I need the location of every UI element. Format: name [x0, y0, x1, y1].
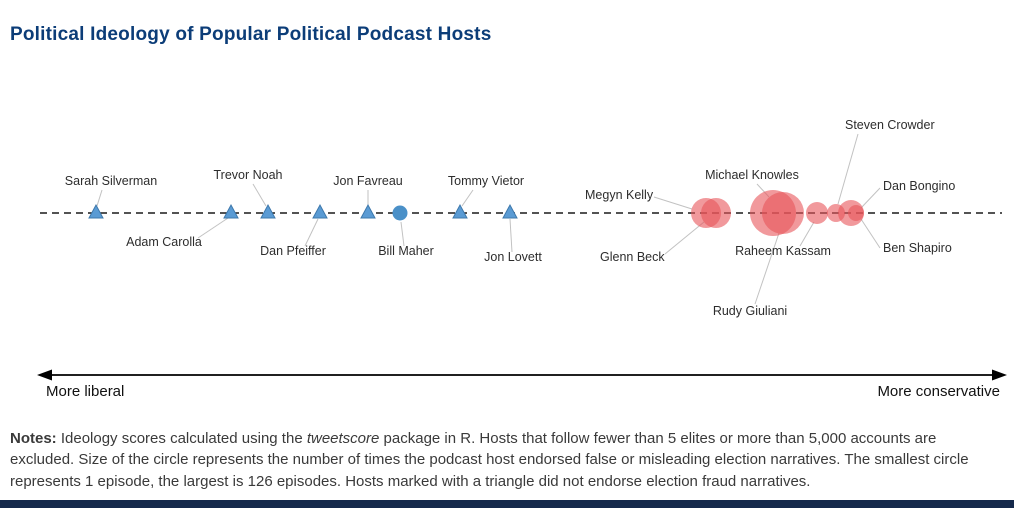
leader-line-megyn-kelly	[653, 196, 693, 210]
marker-ben-shapiro	[838, 200, 864, 226]
axis-arrowhead-left	[37, 369, 52, 381]
leader-line-ben-shapiro	[860, 218, 881, 249]
host-label-sarah-silverman: Sarah Silverman	[65, 174, 157, 188]
host-label-dan-bongino: Dan Bongino	[883, 179, 955, 193]
marker-sarah-silverman	[88, 203, 104, 219]
marker-trevor-noah	[260, 203, 276, 219]
leader-line-trevor-noah	[252, 183, 267, 207]
bottom-accent-bar	[0, 500, 1014, 508]
leader-line-rudy-giuliani	[754, 232, 780, 305]
notes-paragraph: Notes: Ideology scores calculated using …	[10, 428, 1002, 492]
host-label-ben-shapiro: Ben Shapiro	[883, 241, 952, 255]
host-label-glenn-beck: Glenn Beck	[600, 250, 665, 264]
leader-line-jon-lovett	[509, 218, 513, 253]
host-label-dan-pfeiffer: Dan Pfeiffer	[260, 244, 326, 258]
host-label-tommy-vietor: Tommy Vietor	[448, 174, 524, 188]
marker-tommy-vietor	[452, 203, 468, 219]
host-label-megyn-kelly: Megyn Kelly	[585, 188, 654, 202]
axis-arrowhead-right	[992, 369, 1007, 381]
host-label-adam-carolla: Adam Carolla	[126, 235, 202, 249]
leader-line-adam-carolla	[197, 217, 229, 239]
chart-title: Political Ideology of Popular Political …	[10, 24, 492, 45]
host-label-michael-knowles: Michael Knowles	[705, 168, 799, 182]
axis-label-more-conservative: More conservative	[877, 383, 1000, 400]
marker-raheem-kassam	[806, 202, 828, 224]
notes-text-2: package in R. Hosts that follow fewer th…	[10, 430, 969, 490]
notes-italic-tweetscore: tweetscore	[306, 430, 380, 447]
host-label-raheem-kassam: Raheem Kassam	[735, 244, 831, 258]
host-label-trevor-noah: Trevor Noah	[213, 168, 282, 182]
marker-bill-maher	[392, 205, 408, 221]
leader-line-raheem-kassam	[799, 221, 815, 247]
leader-line-dan-bongino	[860, 187, 881, 209]
leader-line-bill-maher	[400, 221, 405, 247]
marker-dan-pfeiffer	[312, 203, 328, 219]
marker-glenn-beck	[701, 198, 731, 228]
host-label-steven-crowder: Steven Crowder	[845, 118, 935, 132]
ideology-scatter-chart: Sarah Silverman Adam Carolla Trevor Noah Da…	[37, 118, 1007, 400]
marker-jon-lovett	[502, 203, 518, 219]
marker-jon-favreau	[360, 203, 376, 219]
host-label-bill-maher: Bill Maher	[378, 244, 434, 258]
leader-line-sarah-silverman	[96, 189, 103, 207]
leader-line-glenn-beck	[664, 221, 705, 255]
leader-line-steven-crowder	[837, 133, 859, 205]
marker-adam-carolla	[223, 203, 239, 219]
notes-label: Notes:	[10, 430, 57, 447]
host-label-rudy-giuliani: Rudy Giuliani	[713, 304, 787, 318]
host-label-jon-lovett: Jon Lovett	[484, 250, 542, 264]
leader-line-dan-pfeiffer	[304, 218, 319, 247]
marker-rudy-giuliani	[762, 192, 804, 234]
axis-label-more-liberal: More liberal	[46, 383, 124, 400]
notes-text-1: Ideology scores calculated using the	[56, 430, 307, 447]
host-label-jon-favreau: Jon Favreau	[333, 174, 403, 188]
leader-line-tommy-vietor	[461, 189, 474, 207]
